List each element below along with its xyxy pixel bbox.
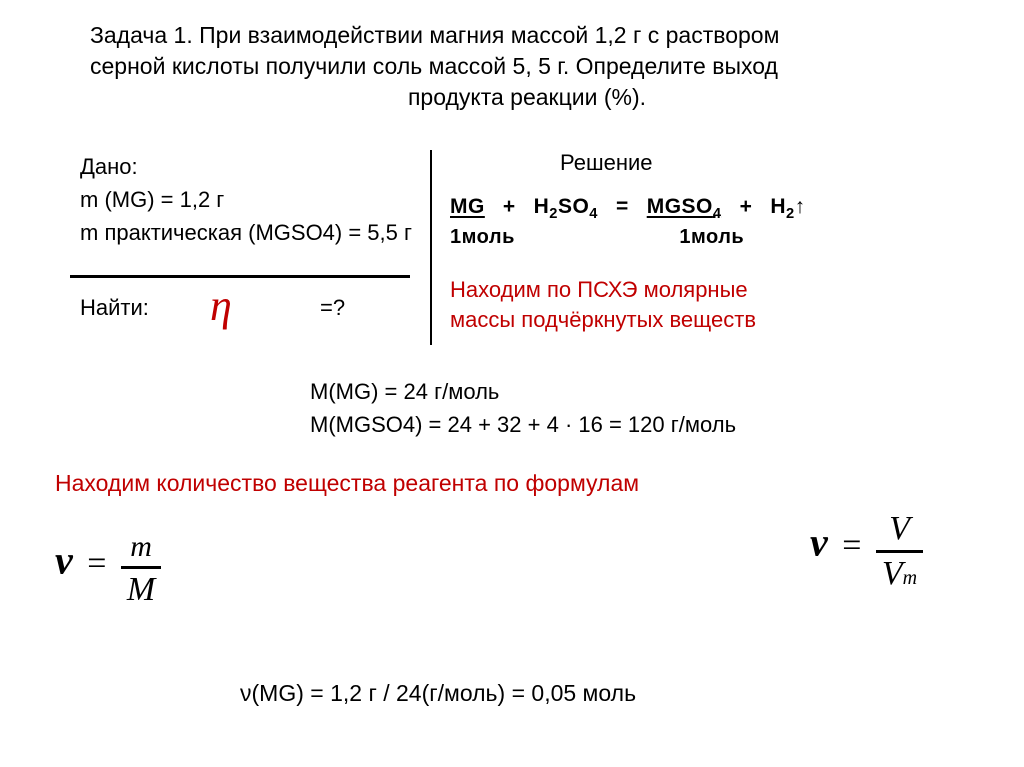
given-block: Дано: m (MG) = 1,2 г m практическая (MGS… — [80, 150, 412, 249]
mole-mg: 1моль — [450, 226, 515, 249]
mole-mgso4: 1моль — [679, 226, 744, 249]
formula-mass: ν = m M — [55, 530, 161, 609]
f1-eq: = — [77, 545, 116, 582]
problem-line2: серной кислоты получили соль массой 5, 5… — [90, 53, 778, 79]
vertical-divider — [430, 150, 432, 345]
f1-fraction: m M — [121, 530, 161, 609]
eq-equals: = — [616, 195, 629, 219]
eq-mg: MG — [450, 195, 485, 219]
given-label: Дано: — [80, 150, 412, 183]
given-mass-mgso4: m практическая (MGSO4) = 5,5 г — [80, 216, 412, 249]
find-equals: =? — [320, 295, 345, 321]
eq-plus1: + — [503, 195, 516, 219]
f2-eq: = — [832, 527, 871, 564]
note-quantity: Находим количество вещества реагента по … — [55, 470, 639, 497]
molar-mg: М(MG) = 24 г/моль — [310, 375, 736, 408]
eta-symbol: η — [210, 280, 232, 331]
eq-h2: H2↑ — [770, 195, 805, 222]
note-molar-masses: Находим по ПСХЭ молярные массы подчёркну… — [450, 275, 756, 334]
reaction-equation: MG + H2SO4 = MGSO4 + H2↑ 1моль + H2SO4 =… — [450, 195, 806, 249]
formula-volume: ν = V Vm — [810, 510, 923, 593]
nu-symbol-1: ν — [55, 538, 73, 583]
note1-l2: массы подчёркнутых веществ — [450, 307, 756, 332]
find-label: Найти: — [80, 295, 149, 321]
problem-statement: Задача 1. При взаимодействии магния масс… — [90, 20, 964, 113]
nu-symbol-2: ν — [810, 520, 828, 565]
molar-mgso4: М(MGSO4) = 24 + 32 + 4 · 16 = 120 г/моль — [310, 408, 736, 441]
f2-den: Vm — [876, 553, 923, 593]
eq-plus2: + — [740, 195, 753, 219]
horizontal-divider — [70, 275, 410, 278]
problem-line1: Задача 1. При взаимодействии магния масс… — [90, 22, 779, 48]
eq-mgso4: MGSO4 — [647, 195, 722, 222]
f2-num: V — [876, 510, 923, 553]
f1-num: m — [121, 530, 161, 569]
f2-fraction: V Vm — [876, 510, 923, 593]
eq-h2so4: H2SO4 — [534, 195, 598, 222]
calculation-result: ν(MG) = 1,2 г / 24(г/моль) = 0,05 моль — [240, 680, 636, 707]
f1-den: M — [121, 569, 161, 609]
note1-l1: Находим по ПСХЭ молярные — [450, 277, 748, 302]
given-mass-mg: m (MG) = 1,2 г — [80, 183, 412, 216]
solution-label: Решение — [560, 150, 653, 176]
molar-mass-block: М(MG) = 24 г/моль М(MGSO4) = 24 + 32 + 4… — [310, 375, 736, 441]
problem-line3: продукта реакции (%). — [90, 82, 964, 113]
